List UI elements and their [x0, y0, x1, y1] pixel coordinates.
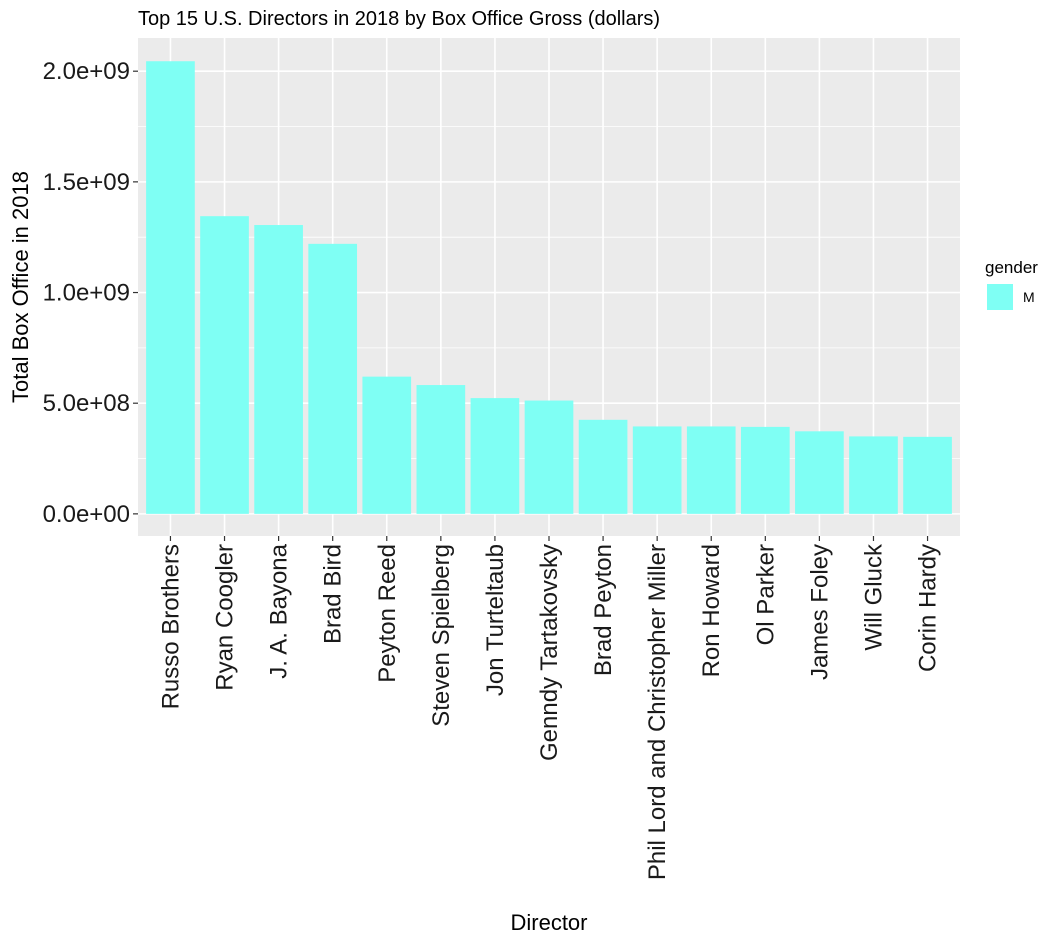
x-tick-label: Peyton Reed: [374, 544, 401, 683]
bar: [795, 431, 844, 514]
y-tick-label: 0.0e+00: [43, 501, 130, 528]
x-tick-label: Russo Brothers: [157, 544, 184, 709]
x-tick-label: Genndy Tartakovsky: [536, 544, 563, 761]
x-tick-label: Ron Howard: [698, 544, 725, 677]
x-tick-label: Jon Turteltaub: [482, 544, 509, 696]
bar: [416, 385, 466, 514]
x-tick-label: J. A. Bayona: [266, 543, 293, 678]
bar: [524, 400, 574, 514]
x-tick-label: Steven Spielberg: [428, 544, 455, 727]
bar: [686, 426, 736, 514]
bar: [200, 216, 249, 514]
bar: [470, 398, 520, 514]
y-tick-label: 1.0e+09: [43, 280, 130, 307]
y-tick-label: 5.0e+08: [43, 390, 130, 417]
x-tick-label: Ol Parker: [752, 544, 779, 645]
legend-label-m: M: [1023, 289, 1035, 305]
y-tick-label: 2.0e+09: [43, 58, 130, 85]
x-tick-label: Brad Peyton: [590, 544, 617, 676]
bar: [308, 243, 358, 514]
y-axis: 0.0e+00 5.0e+08 1.0e+09 1.5e+09 2.0e+09: [43, 58, 138, 528]
x-axis-title: Director: [510, 910, 587, 935]
bars: [146, 61, 952, 514]
bar: [362, 376, 412, 514]
chart-title: Top 15 U.S. Directors in 2018 by Box Off…: [138, 8, 660, 30]
bar: [903, 436, 952, 514]
x-axis: Russo Brothers Ryan Coogler J. A. Bayona Br…: [157, 536, 942, 880]
x-tick-label: James Foley: [806, 544, 833, 680]
bar: [146, 61, 195, 514]
y-tick-label: 1.5e+09: [43, 169, 130, 196]
x-tick-label: Phil Lord and Christopher Miller: [644, 544, 671, 880]
x-tick-label: Corin Hardy: [915, 544, 942, 672]
bar: [849, 436, 898, 514]
bar: [632, 426, 682, 514]
x-tick-label: Brad Bird: [320, 544, 347, 644]
bar: [578, 419, 628, 514]
x-tick-label: Ryan Coogler: [212, 544, 239, 691]
legend: gender M: [985, 258, 1038, 310]
bar: [254, 225, 303, 514]
legend-key-m: [987, 284, 1013, 310]
y-axis-title: Total Box Office in 2018: [8, 171, 33, 403]
bar: [740, 426, 790, 514]
x-tick-label: Will Gluck: [860, 543, 887, 651]
legend-title: gender: [985, 258, 1038, 277]
